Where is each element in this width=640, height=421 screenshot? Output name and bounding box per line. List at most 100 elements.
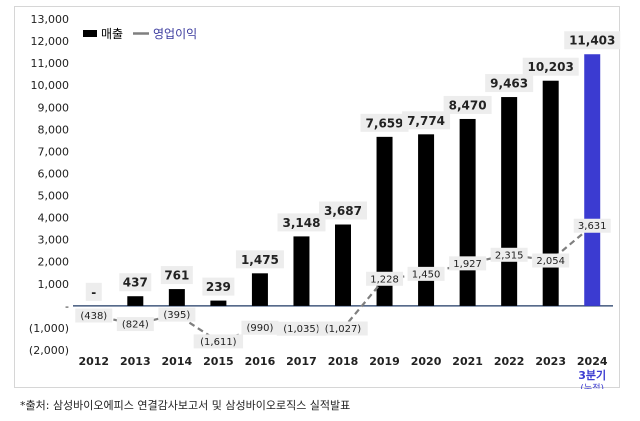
x-tick-label: 2024: [577, 355, 608, 368]
y-tick-label: 12,000: [31, 35, 70, 48]
line-data-label: 1,450: [412, 269, 441, 280]
x-tick-label: 2022: [494, 355, 525, 368]
bar-data-label: 437: [123, 276, 148, 290]
bar: [584, 54, 601, 306]
line-label-box: [193, 334, 244, 349]
x-tick-label: 2012: [78, 355, 109, 368]
line-data-label: (1,027): [325, 324, 362, 335]
bar-data-label: 8,470: [449, 98, 487, 112]
bar: [376, 136, 393, 306]
bar-data-label: -: [91, 285, 96, 299]
line-label-box: [407, 266, 445, 281]
bar-label-box: [160, 266, 193, 285]
line-data-label: 1,927: [453, 259, 482, 270]
bar-data-label: 239: [206, 280, 231, 294]
x-tick-sublabel: 3분기: [578, 368, 606, 382]
bar: [168, 289, 185, 306]
y-tick-label: 13,000: [31, 13, 70, 26]
bar: [459, 118, 476, 306]
bar: [501, 97, 518, 306]
line-label-box: [75, 308, 113, 323]
line-data-label: (395): [163, 310, 190, 321]
x-tick-sublabel: (누적): [580, 382, 604, 389]
legend-label-sales: 매출: [101, 27, 123, 41]
line-data-label: 2,315: [495, 250, 524, 261]
y-tick-label: 8,000: [38, 123, 70, 136]
bar-label-box: [443, 95, 492, 114]
x-tick-label: 2020: [411, 355, 442, 368]
bar: [293, 236, 310, 306]
x-tick-label: 2013: [120, 355, 151, 368]
bar-label-box: [85, 282, 102, 301]
bar: [335, 224, 351, 306]
y-tick-label: 9,000: [38, 101, 70, 114]
bar-label-box: [402, 111, 451, 130]
y-tick-label: 6,000: [38, 167, 70, 180]
y-tick-label: 11,000: [31, 57, 70, 70]
bar-data-label: 761: [164, 269, 189, 283]
line-data-label: 1,228: [370, 274, 399, 285]
line-label-box: [276, 321, 327, 336]
bar-data-label: 7,659: [366, 116, 404, 130]
line-data-label: (824): [122, 320, 149, 331]
bar-data-label: 1,475: [241, 253, 279, 267]
y-tick-label: 10,000: [31, 79, 70, 92]
x-tick-label: 2015: [203, 355, 234, 368]
y-tick-label: (2,000): [29, 344, 69, 357]
x-tick-label: 2016: [245, 355, 276, 368]
y-tick-label: 7,000: [38, 145, 70, 158]
bar-label-box: [485, 74, 534, 93]
x-tick-label: 2018: [328, 355, 359, 368]
chart-frame: (2,000) (1,000) - 1,000 2,000 3,000 4,000 5,000…: [14, 6, 621, 389]
bar: [210, 300, 227, 306]
x-tick-label: 2019: [369, 355, 400, 368]
line-label-box: [532, 253, 570, 268]
bar-label-box: [360, 113, 409, 132]
y-tick-label: (1,000): [29, 322, 69, 335]
y-tick-label: 3,000: [38, 234, 70, 247]
bar-label-box: [119, 273, 152, 292]
x-tick-label: 2014: [162, 355, 193, 368]
y-tick-label: -: [65, 300, 69, 313]
line-data-label: (438): [80, 311, 107, 322]
line-data-label: (1,035): [283, 324, 320, 335]
x-tick-label: 2023: [535, 355, 566, 368]
bar-label-box: [564, 31, 621, 50]
bar-data-label: 10,203: [528, 60, 574, 74]
line-data-label: 2,054: [536, 256, 565, 267]
bar: [542, 80, 559, 306]
line-label-box: [241, 320, 279, 335]
line-label-box: [366, 271, 404, 286]
bar-data-label: 3,687: [324, 204, 362, 218]
bar-label-box: [277, 213, 326, 232]
y-tick-label: 5,000: [38, 190, 70, 203]
line-label-box: [449, 256, 487, 271]
bar-label-box: [202, 277, 235, 296]
bar: [127, 296, 144, 306]
line-label-box: [318, 321, 368, 336]
line-label-box: [573, 218, 611, 233]
line-data-label: 3,631: [578, 221, 607, 232]
bar-label-box: [235, 250, 284, 269]
bar-data-label: 3,148: [282, 216, 320, 230]
bar-data-label: 9,463: [490, 77, 528, 91]
y-tick-label: 2,000: [38, 256, 70, 269]
y-tick-label: 4,000: [38, 212, 70, 225]
line-label-box: [490, 247, 528, 262]
line-data-label: (990): [246, 323, 273, 334]
legend-label-operating-profit: 영업이익: [153, 27, 197, 41]
line-data-label: (1,611): [200, 337, 237, 348]
line-label-box: [158, 307, 196, 322]
y-tick-label: 1,000: [38, 278, 70, 291]
bar-data-label: 11,403: [569, 34, 615, 48]
line-label-box: [116, 317, 154, 332]
bar-data-label: 7,774: [407, 114, 445, 128]
bar: [251, 273, 268, 306]
x-tick-label: 2017: [286, 355, 317, 368]
bar-label-box: [319, 201, 367, 220]
source-note: *출처: 삼성바이오에피스 연결감사보고서 및 삼성바이오로직스 실적발표: [20, 399, 351, 412]
x-tick-label: 2021: [452, 355, 483, 368]
bar-label-box: [522, 57, 579, 76]
bar: [418, 134, 435, 306]
combo-chart: (2,000) (1,000) - 1,000 2,000 3,000 4,000 5,000…: [29, 13, 621, 389]
